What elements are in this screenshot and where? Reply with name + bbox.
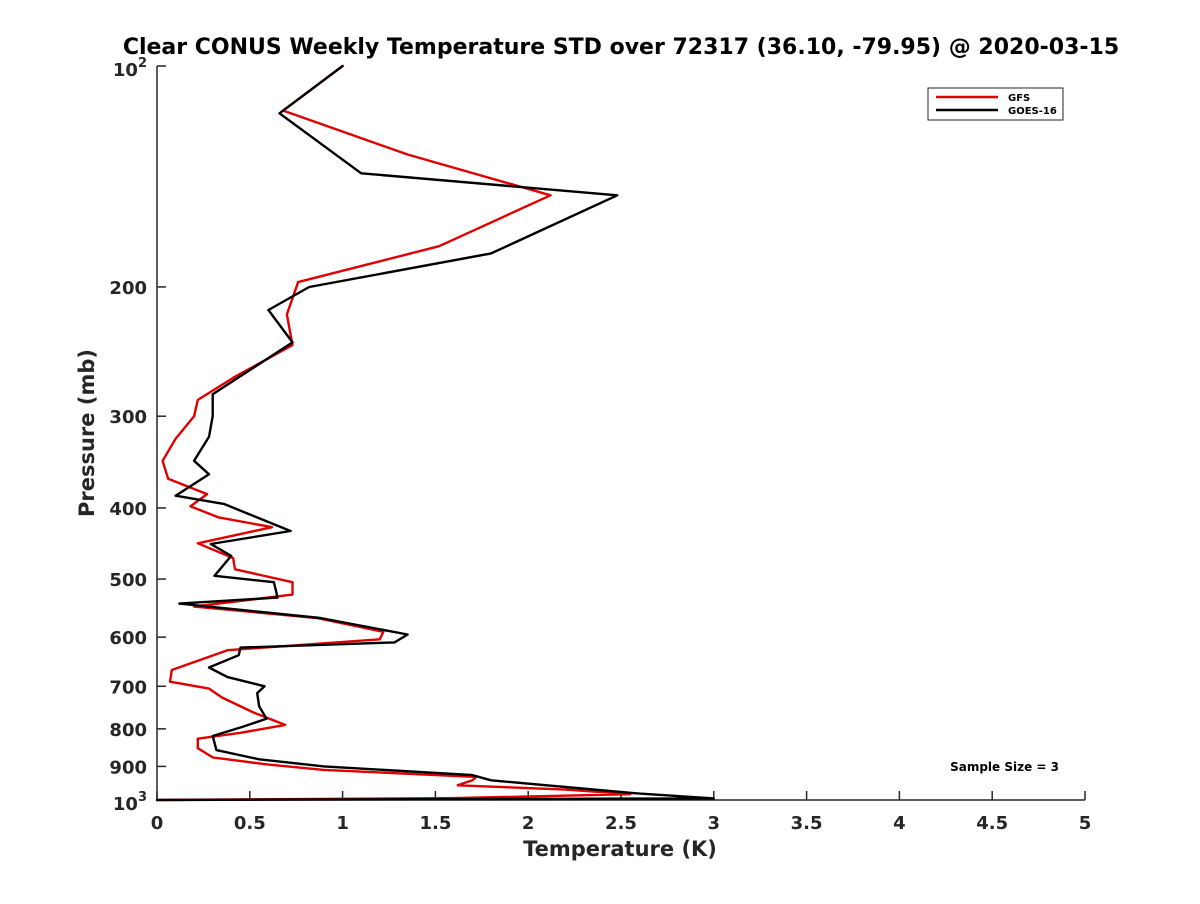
y-tick-label: 900: [109, 757, 147, 778]
y-tick-label: 500: [109, 570, 147, 591]
y-axis-label: Pressure (mb): [75, 349, 99, 517]
y-tick-label: 600: [109, 628, 147, 649]
y-tick-label: 700: [109, 677, 147, 698]
y-tick-label: 800: [109, 720, 147, 741]
x-tick-label: 2: [522, 813, 535, 834]
sample-size-note: Sample Size = 3: [950, 760, 1059, 774]
x-tick-label: 3: [708, 813, 721, 834]
x-tick-label: 1: [336, 813, 349, 834]
x-tick-label: 5: [1079, 813, 1092, 834]
x-tick-label: 0.5: [234, 813, 266, 834]
y-tick-label: 300: [109, 407, 147, 428]
x-tick-label: 1.5: [419, 813, 451, 834]
chart-title: Clear CONUS Weekly Temperature STD over …: [123, 35, 1119, 60]
legend-label-gfs: GFS: [1008, 93, 1030, 104]
x-tick-label: 0: [151, 813, 164, 834]
series-layer: [155, 64, 715, 802]
axes: 0 0.5 1 1.5 2 2.5 3 3.5 4 4.5 5 102 200 300 400 500 600 7…: [109, 56, 1091, 834]
x-tick-label: 3.5: [791, 813, 823, 834]
y-tick-label: 102: [113, 56, 147, 81]
legend-label-goes-16: GOES-16: [1008, 106, 1057, 117]
x-axis-label: Temperature (K): [523, 837, 717, 861]
y-tick-label: 200: [109, 278, 147, 299]
x-tick-label: 4: [893, 813, 906, 834]
x-tick-label: 2.5: [605, 813, 637, 834]
y-tick-label: 400: [109, 499, 147, 520]
x-tick-label: 4.5: [976, 813, 1008, 834]
legend: GFS GOES-16: [927, 87, 1064, 121]
series-line-goes-16: [155, 64, 715, 802]
y-tick-label: 103: [113, 790, 147, 815]
legend-box: [927, 87, 1064, 121]
